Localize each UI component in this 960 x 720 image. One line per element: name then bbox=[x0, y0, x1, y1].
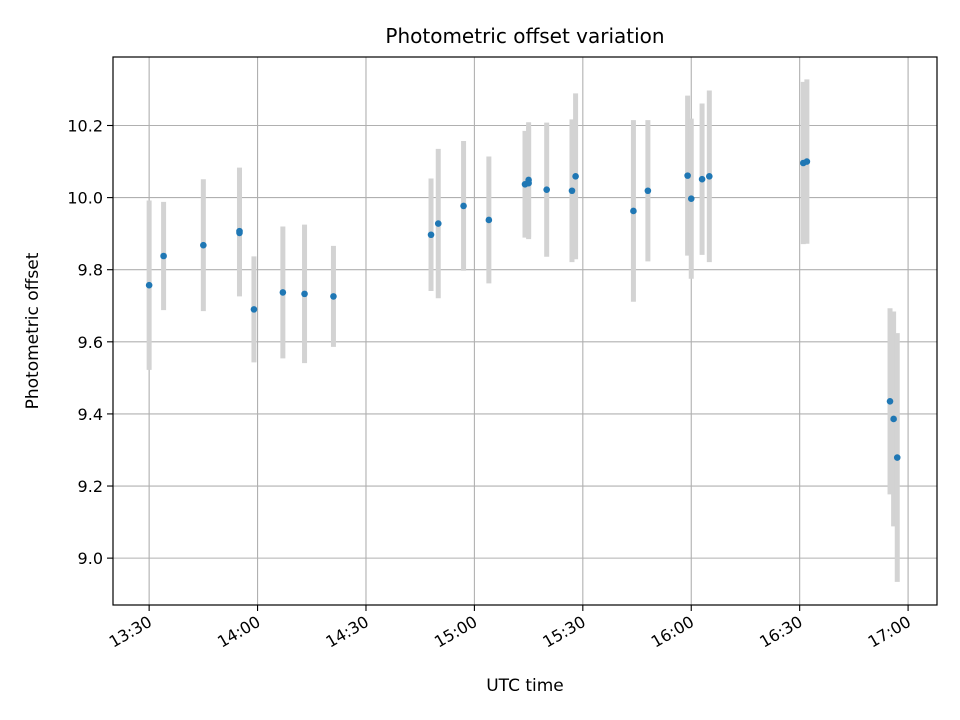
data-point bbox=[145, 281, 153, 289]
data-point bbox=[893, 454, 901, 461]
data-point bbox=[687, 195, 695, 202]
data-point bbox=[684, 172, 691, 179]
data-point bbox=[160, 252, 167, 260]
y-axis-ticks: 9.0 9.2 9.4 9.6 9.8 10.0 10.2 bbox=[67, 117, 113, 568]
data-point bbox=[485, 216, 493, 224]
data-point bbox=[250, 306, 258, 313]
data-point bbox=[543, 186, 550, 193]
chart-title: Photometric offset variation bbox=[385, 24, 664, 48]
data-point bbox=[434, 220, 442, 227]
data-point bbox=[630, 207, 637, 215]
data-point bbox=[698, 175, 706, 183]
data-point bbox=[886, 398, 894, 405]
y-tick-label: 9.4 bbox=[78, 405, 103, 424]
y-axis-title: Photometric offset bbox=[23, 252, 43, 409]
plot-frame bbox=[112, 56, 938, 606]
y-tick-label: 10.2 bbox=[67, 117, 103, 136]
data-points bbox=[145, 158, 901, 461]
y-tick-label: 10.0 bbox=[67, 189, 103, 208]
data-point bbox=[644, 187, 652, 195]
data-point bbox=[803, 158, 811, 165]
data-point bbox=[279, 289, 287, 296]
data-point bbox=[890, 415, 897, 423]
data-point bbox=[236, 229, 243, 237]
x-axis-title: UTC time bbox=[486, 676, 564, 696]
y-tick-label: 9.8 bbox=[78, 261, 103, 280]
y-tick-label: 9.6 bbox=[78, 333, 103, 352]
data-point bbox=[460, 202, 467, 210]
data-point bbox=[330, 293, 337, 300]
data-point bbox=[572, 173, 579, 180]
data-point bbox=[200, 241, 207, 249]
data-point bbox=[427, 231, 435, 239]
data-point bbox=[525, 179, 532, 187]
data-point bbox=[706, 173, 713, 180]
y-tick-label: 9.2 bbox=[78, 477, 103, 496]
y-tick-label: 9.0 bbox=[78, 549, 103, 568]
data-point bbox=[301, 290, 308, 298]
data-point bbox=[568, 187, 576, 195]
